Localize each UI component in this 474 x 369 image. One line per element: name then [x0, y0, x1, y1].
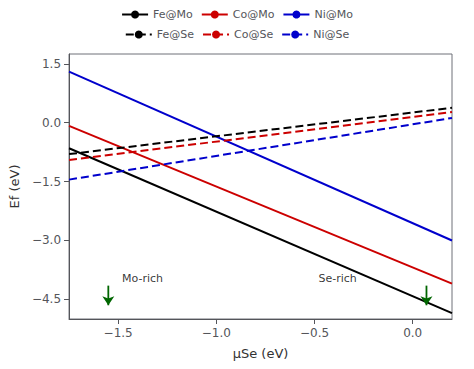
svg-text:Ni@Se: Ni@Se: [313, 28, 349, 41]
svg-text:Ni@Mo: Ni@Mo: [314, 8, 353, 21]
svg-text:−3.0: −3.0: [32, 233, 61, 247]
svg-text:Co@Mo: Co@Mo: [233, 8, 275, 21]
svg-text:−1.0: −1.0: [202, 326, 231, 340]
svg-text:Co@Se: Co@Se: [234, 28, 273, 41]
svg-text:Fe@Se: Fe@Se: [157, 28, 194, 41]
svg-text:−1.5: −1.5: [104, 326, 133, 340]
svg-text:0.0: 0.0: [403, 326, 422, 340]
svg-text:μSe (eV): μSe (eV): [233, 346, 289, 361]
svg-text:−1.5: −1.5: [32, 175, 61, 189]
svg-text:Se-rich: Se-rich: [318, 272, 356, 285]
svg-text:Mo-rich: Mo-rich: [122, 272, 163, 285]
svg-text:1.5: 1.5: [42, 57, 61, 71]
svg-text:Ef (eV): Ef (eV): [7, 165, 22, 209]
svg-text:−4.5: −4.5: [32, 292, 61, 306]
svg-text:−0.5: −0.5: [300, 326, 329, 340]
svg-text:Fe@Mo: Fe@Mo: [153, 8, 193, 21]
svg-text:0.0: 0.0: [42, 116, 61, 130]
